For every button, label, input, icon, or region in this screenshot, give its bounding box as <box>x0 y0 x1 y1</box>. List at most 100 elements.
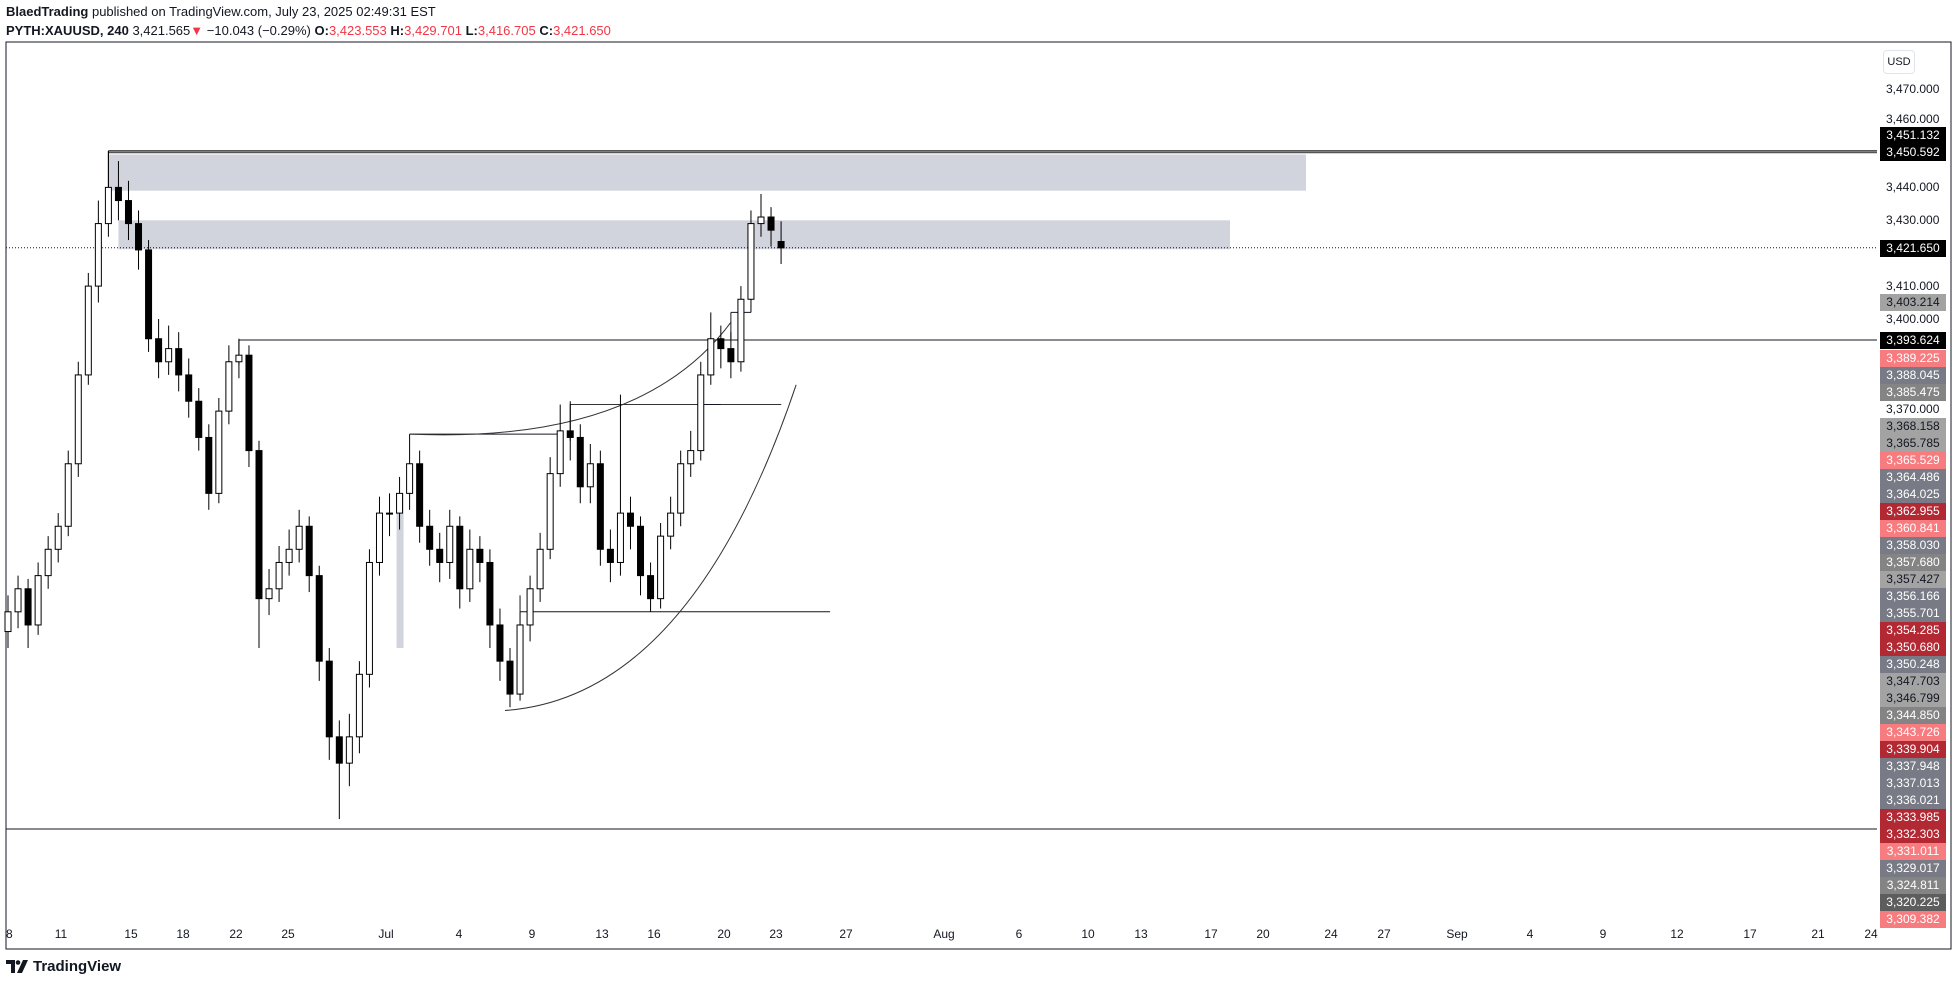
lower-arc[interactable] <box>504 384 797 712</box>
price-tick: 3,440.000 <box>1886 180 1940 195</box>
price-label: 3,364.486 <box>1880 468 1946 486</box>
price-label: 3,360.841 <box>1880 519 1946 537</box>
candle-down <box>185 374 193 402</box>
price-tick: 3,410.000 <box>1886 279 1940 294</box>
publish-text: published on TradingView.com, July 23, 2… <box>88 4 436 19</box>
time-tick: 24 <box>1864 927 1878 941</box>
price-label: 3,324.811 <box>1880 876 1946 894</box>
triangle-down-icon: ▼ <box>190 23 204 38</box>
price-label: 3,332.303 <box>1880 825 1946 843</box>
candle-up <box>677 463 685 514</box>
time-tick: 20 <box>717 927 731 941</box>
candle-up <box>586 463 594 488</box>
candle-up <box>265 588 273 600</box>
candle-up <box>757 216 765 225</box>
publish-info: BlaedTrading published on TradingView.co… <box>6 4 436 19</box>
price-label: 3,365.785 <box>1880 434 1946 452</box>
time-tick: 13 <box>595 927 609 941</box>
tradingview-logo-icon <box>6 960 28 973</box>
candle-up <box>84 285 92 376</box>
candle-up <box>285 548 293 563</box>
price-label: 3,355.701 <box>1880 604 1946 622</box>
price-label: 3,329.017 <box>1880 859 1946 877</box>
low-value: 3,416.705 <box>477 23 536 38</box>
price-label: 3,320.225 <box>1880 893 1946 911</box>
candle-up <box>94 223 102 287</box>
candle-down <box>476 548 484 563</box>
price-label: 3,336.021 <box>1880 791 1946 809</box>
time-tick: 17 <box>1743 927 1757 941</box>
candle-up <box>386 512 394 515</box>
candle-up <box>235 354 243 363</box>
price-label: 3,368.158 <box>1880 417 1946 435</box>
candle-down <box>124 200 132 225</box>
price-label: 3,365.529 <box>1880 451 1946 469</box>
open-value: 3,423.553 <box>328 23 387 38</box>
price-label: 3,337.013 <box>1880 774 1946 792</box>
price-label: 3,388.045 <box>1880 366 1946 384</box>
candle-down <box>335 736 343 764</box>
candle-up <box>406 463 414 494</box>
price-label: 3,339.904 <box>1880 740 1946 758</box>
candle-up <box>667 512 675 537</box>
resistance-zone[interactable] <box>108 154 1306 191</box>
price-label: 3,309.382 <box>1880 910 1946 928</box>
symbol-name: PYTH:XAUUSD, 240 <box>6 23 129 38</box>
price-tick: 3,370.000 <box>1886 401 1940 416</box>
candle-up <box>396 492 404 514</box>
price-label: 3,344.850 <box>1880 706 1946 724</box>
tradingview-logo[interactable]: TradingView <box>6 958 121 975</box>
candle-up <box>365 561 373 675</box>
candle-down <box>717 338 725 350</box>
candle-up <box>74 374 82 465</box>
author-name[interactable]: BlaedTrading <box>6 4 89 19</box>
candle-down <box>175 348 183 376</box>
time-tick: 18 <box>176 927 190 941</box>
candle-down <box>436 548 444 563</box>
candle-down <box>195 400 203 438</box>
price-label: 3,350.680 <box>1880 638 1946 656</box>
time-tick: 11 <box>54 927 68 941</box>
candle-up <box>526 588 534 626</box>
candle-down <box>486 561 494 626</box>
price-label: 3,421.650 <box>1880 239 1946 257</box>
candle-down <box>24 588 32 626</box>
candle-up <box>707 338 715 376</box>
upper-arc[interactable] <box>409 321 732 436</box>
candle-down <box>647 575 655 600</box>
candle-up <box>14 588 22 613</box>
candle-down <box>496 624 504 662</box>
time-tick: 4 <box>455 927 463 941</box>
candle-down <box>426 525 434 550</box>
time-tick: 9 <box>1599 927 1607 941</box>
price-label: 3,364.025 <box>1880 485 1946 503</box>
candle-up <box>657 535 665 600</box>
price-tick: 3,430.000 <box>1886 213 1940 228</box>
candle-up <box>466 548 474 590</box>
tradingview-wordmark: TradingView <box>33 958 122 975</box>
time-tick: 27 <box>1377 927 1391 941</box>
price-label: 3,362.955 <box>1880 502 1946 520</box>
candle-up <box>165 348 173 363</box>
currency-button[interactable]: USD <box>1883 50 1915 74</box>
candle-down <box>114 186 122 202</box>
time-tick: 12 <box>1670 927 1684 941</box>
price-label: 3,389.225 <box>1880 349 1946 367</box>
price-label: 3,450.592 <box>1880 143 1946 161</box>
time-tick: 10 <box>1081 927 1095 941</box>
candle-up <box>747 223 755 300</box>
supply-zone[interactable] <box>118 220 1231 250</box>
candle-down <box>325 660 333 738</box>
candle-down <box>576 436 584 488</box>
time-tick: 20 <box>1256 927 1270 941</box>
candle-up <box>44 548 52 577</box>
price-label: 3,331.011 <box>1880 842 1946 860</box>
candle-down <box>145 249 153 340</box>
chart-frame <box>5 41 1952 950</box>
candle-down <box>626 512 634 527</box>
candle-up <box>546 473 554 550</box>
symbol-legend: PYTH:XAUUSD, 240 3,421.565▼ −10.043 (−0.… <box>6 23 611 38</box>
candle-up <box>536 548 544 590</box>
time-tick: Aug <box>933 927 955 941</box>
